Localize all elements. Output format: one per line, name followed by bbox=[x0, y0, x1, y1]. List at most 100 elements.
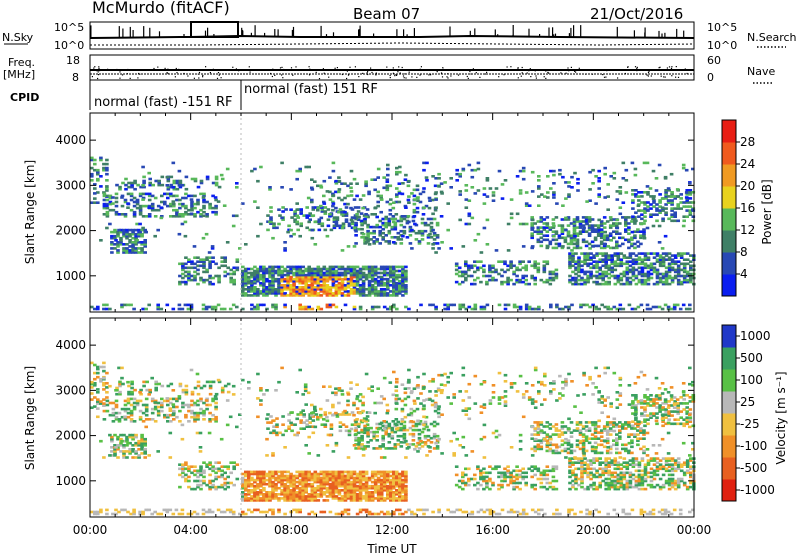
heatmap-cell bbox=[329, 228, 334, 232]
freq-noise-dot bbox=[560, 72, 562, 74]
heatmap-cell bbox=[602, 222, 607, 225]
heatmap-cell bbox=[428, 232, 432, 236]
heatmap-cell bbox=[193, 276, 197, 280]
heatmap-cell bbox=[552, 196, 556, 199]
heatmap-cell bbox=[328, 198, 333, 201]
heatmap-cell bbox=[473, 192, 478, 195]
heatmap-cell bbox=[134, 249, 138, 252]
heatmap-cell bbox=[262, 286, 266, 289]
freq-noise-dot bbox=[517, 77, 519, 79]
heatmap-cell bbox=[612, 177, 617, 180]
heatmap-cell bbox=[113, 452, 117, 455]
heatmap-cell bbox=[250, 271, 254, 275]
heatmap-cell bbox=[387, 441, 392, 444]
heatmap-cell bbox=[286, 273, 290, 277]
heatmap-cell bbox=[193, 206, 197, 210]
heatmap-cell bbox=[619, 260, 624, 263]
heatmap-cell bbox=[636, 305, 641, 309]
heatmap-cell bbox=[128, 228, 132, 232]
heatmap-cell bbox=[319, 493, 324, 496]
heatmap-cell bbox=[370, 284, 375, 287]
heatmap-cell bbox=[533, 307, 538, 311]
heatmap-cell bbox=[458, 190, 462, 193]
heatmap-cell bbox=[328, 482, 333, 486]
heatmap-cell bbox=[304, 480, 308, 484]
heatmap-cell bbox=[343, 202, 347, 206]
heatmap-cell bbox=[432, 424, 437, 428]
heatmap-cell bbox=[319, 491, 324, 494]
heatmap-cell bbox=[412, 202, 417, 206]
heatmap-cell bbox=[199, 397, 203, 401]
heatmap-cell bbox=[250, 484, 254, 488]
heatmap-cell bbox=[340, 265, 345, 269]
heatmap-cell bbox=[346, 279, 351, 283]
heatmap-cell bbox=[99, 185, 103, 188]
heatmap-cell bbox=[322, 275, 327, 279]
heatmap-cell bbox=[283, 303, 287, 307]
heatmap-cell bbox=[121, 181, 125, 185]
heatmap-cell bbox=[618, 222, 622, 225]
heatmap-cell bbox=[310, 178, 314, 181]
heatmap-cell bbox=[355, 284, 360, 287]
heatmap-cell bbox=[667, 274, 672, 278]
heatmap-cell bbox=[372, 447, 376, 450]
heatmap-cell bbox=[304, 484, 308, 488]
heatmap-cell bbox=[259, 265, 263, 269]
heatmap-cell bbox=[634, 258, 639, 261]
heatmap-cell bbox=[604, 262, 608, 266]
heatmap-cell bbox=[127, 181, 131, 185]
heatmap-cell bbox=[205, 215, 209, 218]
heatmap-cell bbox=[346, 184, 350, 188]
freq-noise-dot bbox=[367, 70, 369, 72]
heatmap-cell bbox=[120, 305, 124, 309]
heatmap-cell bbox=[652, 270, 657, 274]
heatmap-cell bbox=[589, 252, 593, 255]
heatmap-cell bbox=[134, 243, 138, 246]
heatmap-cell bbox=[688, 189, 693, 192]
freq-noise-dot bbox=[651, 69, 653, 71]
heatmap-cell bbox=[118, 380, 122, 384]
freq-noise-dot bbox=[486, 71, 488, 73]
heatmap-cell bbox=[143, 452, 147, 455]
heatmap-cell bbox=[328, 290, 333, 293]
heatmap-cell bbox=[286, 271, 290, 275]
heatmap-cell bbox=[277, 288, 281, 291]
heatmap-cell bbox=[292, 497, 296, 500]
heatmap-cell bbox=[364, 486, 369, 490]
heatmap-cell bbox=[392, 267, 396, 271]
heatmap-cell bbox=[689, 266, 693, 270]
heatmap-cell bbox=[105, 396, 109, 399]
heatmap-cell bbox=[184, 210, 188, 214]
heatmap-cell bbox=[137, 228, 141, 232]
heatmap-cell bbox=[307, 273, 311, 277]
heatmap-cell bbox=[608, 246, 613, 250]
heatmap-cell bbox=[320, 208, 325, 211]
heatmap-cell bbox=[316, 269, 321, 273]
heatmap-cell bbox=[274, 484, 278, 488]
heatmap-cell bbox=[116, 456, 120, 459]
heatmap-cell bbox=[606, 183, 610, 186]
heatmap-cell bbox=[361, 489, 366, 492]
heatmap-cell bbox=[134, 433, 138, 437]
heatmap-cell bbox=[253, 493, 257, 496]
heatmap-cell bbox=[652, 213, 656, 216]
heatmap-cell bbox=[132, 213, 137, 216]
heatmap-cell bbox=[153, 234, 157, 238]
heatmap-cell bbox=[361, 292, 366, 295]
heatmap-cell bbox=[389, 198, 393, 201]
heatmap-cell bbox=[277, 486, 281, 490]
heatmap-cell bbox=[117, 411, 122, 415]
heatmap-cell bbox=[627, 246, 631, 250]
heatmap-cell bbox=[340, 182, 344, 185]
heatmap-cell bbox=[352, 290, 357, 293]
heatmap-cell bbox=[120, 213, 125, 216]
heatmap-cell bbox=[202, 475, 206, 479]
heatmap-cell bbox=[277, 286, 281, 289]
heatmap-cell bbox=[421, 213, 426, 216]
heatmap-cell bbox=[432, 432, 437, 436]
freq-noise-dot bbox=[306, 69, 308, 71]
heatmap-cell bbox=[250, 273, 254, 277]
heatmap-cell bbox=[670, 262, 675, 266]
heatmap-cell bbox=[354, 422, 358, 426]
heatmap-cell bbox=[358, 267, 363, 271]
